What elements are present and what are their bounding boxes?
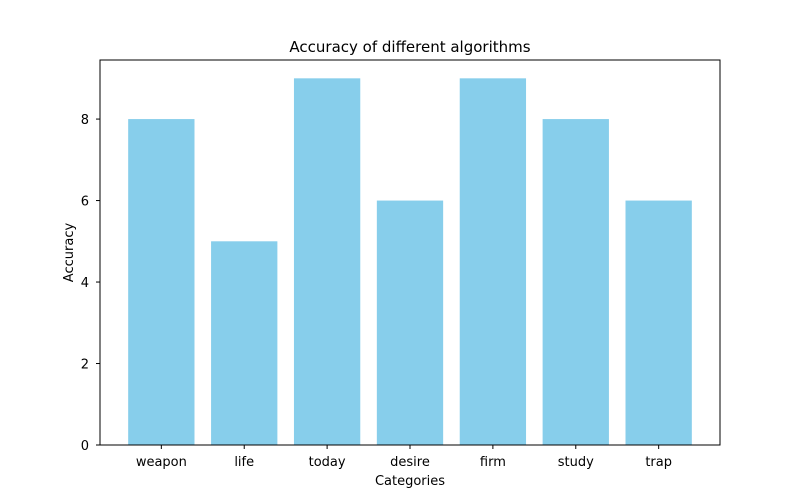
y-tick-label: 8 bbox=[81, 113, 89, 128]
y-axis-label: Accuracy bbox=[62, 223, 77, 283]
bar-trap bbox=[625, 200, 692, 445]
y-tick-label: 0 bbox=[81, 439, 89, 454]
x-axis-ticks: weapon life today desire firm study trap bbox=[136, 445, 672, 470]
chart-title: Accuracy of different algorithms bbox=[289, 38, 530, 56]
bar-desire bbox=[376, 200, 444, 445]
x-axis-label: Categories bbox=[375, 474, 445, 489]
y-tick-label: 6 bbox=[81, 195, 89, 210]
bar-firm bbox=[459, 78, 527, 445]
x-tick-label: trap bbox=[645, 455, 672, 470]
x-tick-label: life bbox=[234, 455, 254, 470]
y-tick-label: 2 bbox=[81, 358, 89, 373]
x-tick-label: firm bbox=[480, 455, 506, 470]
x-tick-label: study bbox=[558, 455, 594, 470]
bar-study bbox=[542, 119, 609, 445]
y-axis-ticks: 0 2 4 6 8 bbox=[81, 113, 100, 454]
x-tick-label: today bbox=[309, 455, 346, 470]
bar-today bbox=[293, 78, 361, 445]
y-tick-label: 4 bbox=[81, 276, 89, 291]
plot-frame bbox=[99, 59, 721, 446]
bars-group bbox=[128, 78, 692, 445]
bar-weapon bbox=[128, 119, 195, 445]
x-tick-label: desire bbox=[390, 455, 430, 470]
bar-life bbox=[211, 241, 278, 445]
x-tick-label: weapon bbox=[136, 455, 187, 470]
